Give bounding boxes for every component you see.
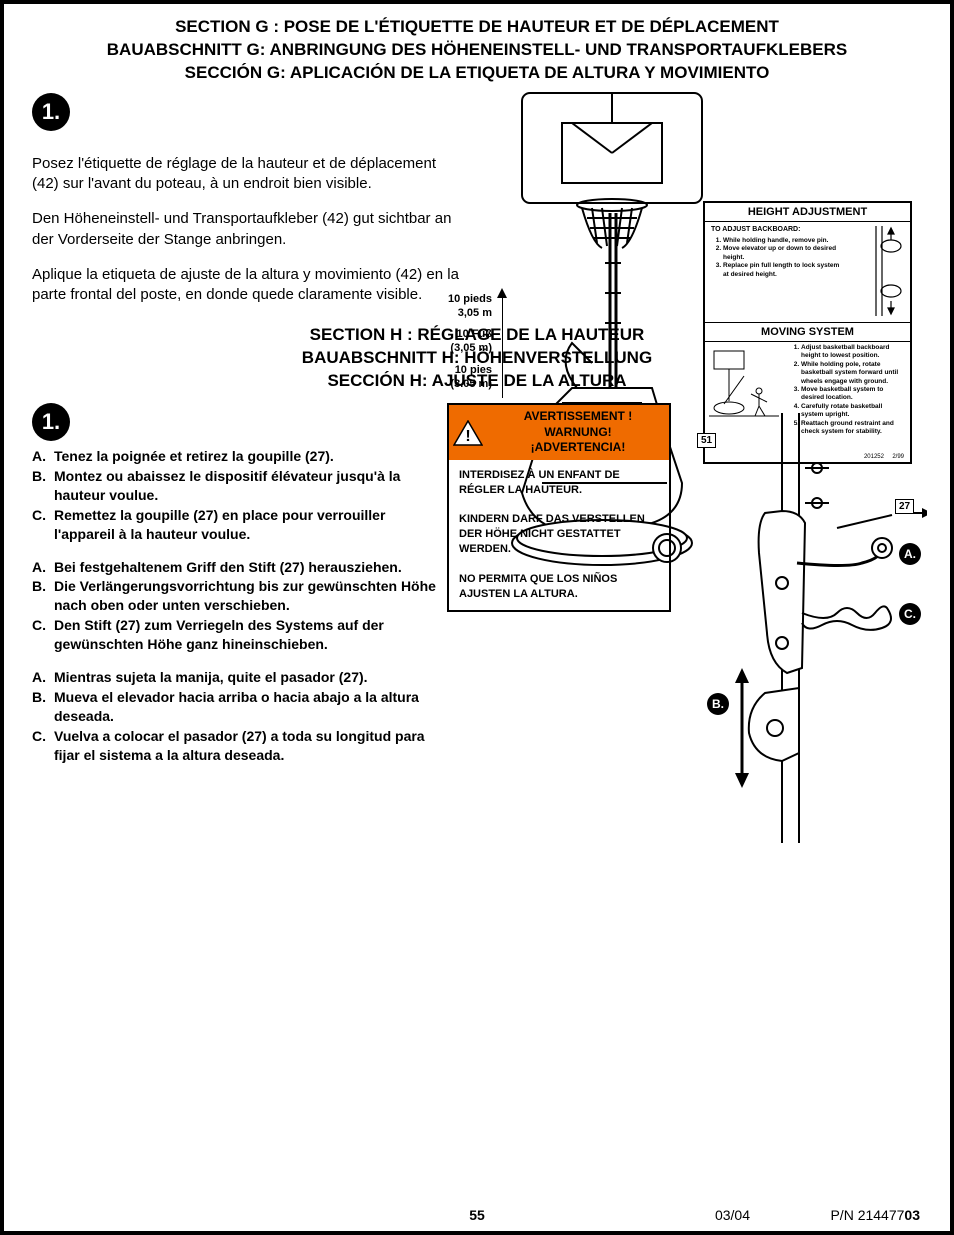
section-g-text: 1. Posez l'étiquette de réglage de la ha… [32, 93, 462, 321]
height-de-2: (3,05 m) [422, 342, 492, 356]
warning-body-es: NO PERMITA QUE LOS NIÑOS AJUSTEN LA ALTU… [459, 572, 659, 602]
es-c: Vuelva a colocar el pasador (27) a toda … [54, 727, 447, 765]
section-h-text: 1. A.Tenez la poignée et retirez la goup… [32, 403, 447, 778]
section-h-right: ! AVERTISSEMENT ! WARNUNG! ¡ADVERTENCIA!… [447, 403, 922, 778]
es-b: Mueva el elevador hacia arriba o hacia a… [54, 688, 447, 726]
height-de-1: 10 Fuß [422, 328, 492, 342]
label-step: While holding pole, rotate basketball sy… [801, 361, 904, 386]
label-step: Move elevator up or down to desired heig… [723, 245, 846, 262]
step-number-badge: 1. [32, 93, 70, 131]
height-es-1: 10 pies [422, 364, 492, 378]
label-step: Replace pin full length to lock system a… [723, 262, 846, 279]
de-b: Die Verlängerungsvorrichtung bis zur gew… [54, 577, 447, 615]
height-fr-2: 3,05 m [422, 307, 492, 321]
section-g-para-de: Den Höheneinstell- und Transportaufklebe… [32, 209, 462, 250]
manual-page: SECTION G : POSE DE L'ÉTIQUETTE DE HAUTE… [0, 0, 954, 1235]
de-c: Den Stift (27) zum Verriegeln des System… [54, 616, 447, 654]
instructions-es: A.Mientras sujeta la manija, quite el pa… [32, 668, 447, 764]
de-a: Bei festgehaltenem Griff den Stift (27) … [54, 558, 402, 577]
warning-body-fr: INTERDISEZ À UN ENFANT DE RÉGLER LA HAUT… [459, 468, 659, 498]
section-h-body: 1. A.Tenez la poignée et retirez la goup… [4, 403, 950, 778]
section-g-title-es: SECCIÓN G: APLICACIÓN DE LA ETIQUETA DE … [24, 62, 930, 85]
height-fr-1: 10 pieds [422, 293, 492, 307]
part-27-callout: 27 [895, 499, 914, 514]
svg-text:!: ! [465, 428, 470, 445]
warning-head-es: ¡ADVERTENCIA! [491, 440, 665, 456]
label-step: While holding handle, remove pin. [723, 237, 846, 245]
page-number: 55 [469, 1207, 485, 1223]
fr-c: Remettez la goupille (27) en place pour … [54, 506, 447, 544]
warning-head-de: WARNUNG! [491, 425, 665, 441]
label-sub-1: TO ADJUST BACKBOARD: [705, 222, 852, 235]
height-arrow-line [502, 293, 503, 398]
footer-date: 03/04 [715, 1207, 750, 1223]
section-g-body: 1. Posez l'étiquette de réglage de la ha… [4, 93, 950, 321]
es-a: Mientras sujeta la manija, quite el pasa… [54, 668, 368, 687]
label-step: Adjust basketball backboard height to lo… [801, 344, 904, 361]
badge-a: A. [899, 543, 921, 565]
page-footer: 55 03/04 P/N 21447703 [4, 1207, 950, 1227]
instructions-de: A.Bei festgehaltenem Griff den Stift (27… [32, 558, 447, 654]
badge-b: B. [707, 693, 729, 715]
warning-head-fr: AVERTISSEMENT ! [491, 409, 665, 425]
height-arrow-head [497, 288, 507, 298]
section-g-para-fr: Posez l'étiquette de réglage de la haute… [32, 154, 462, 195]
instructions-fr: A.Tenez la poignée et retirez la goupill… [32, 447, 447, 543]
label-steps-1: While holding handle, remove pin. Move e… [723, 237, 846, 279]
warning-header: ! AVERTISSEMENT ! WARNUNG! ¡ADVERTENCIA! [449, 405, 669, 460]
part-number: P/N 21447703 [830, 1207, 920, 1223]
warning-body: INTERDISEZ À UN ENFANT DE RÉGLER LA HAUT… [449, 460, 669, 610]
fr-a: Tenez la poignée et retirez la goupille … [54, 447, 334, 466]
warning-icon: ! [453, 420, 483, 446]
label-height-title: HEIGHT ADJUSTMENT [705, 203, 910, 222]
section-g-title-de: BAUABSCHNITT G: ANBRINGUNG DES HÖHENEINS… [24, 39, 930, 62]
label-moving-title: MOVING SYSTEM [705, 323, 910, 342]
section-g-header: SECTION G : POSE DE L'ÉTIQUETTE DE HAUTE… [4, 4, 950, 93]
badge-c: C. [899, 603, 921, 625]
step-number-badge: 1. [32, 403, 70, 441]
height-es-2: (3.05 m) [422, 378, 492, 392]
fr-b: Montez ou abaissez le dispositif élévate… [54, 467, 447, 505]
mechanism-illustration [687, 413, 927, 853]
label-step: Move basketball system to desired locati… [801, 386, 904, 403]
warning-body-de: KINDERN DARF DAS VERSTELLEN DER HÖHE NIC… [459, 512, 659, 557]
section-g-para-es: Aplique la etiqueta de ajuste de la altu… [32, 265, 462, 306]
part-51-callout: 51 [697, 433, 716, 448]
warning-box: ! AVERTISSEMENT ! WARNUNG! ¡ADVERTENCIA!… [447, 403, 671, 611]
section-g-diagram: 10 pieds 3,05 m 10 Fuß (3,05 m) 10 pies … [462, 93, 922, 321]
section-g-title-fr: SECTION G : POSE DE L'ÉTIQUETTE DE HAUTE… [24, 16, 930, 39]
label-mini-diagram-1 [856, 226, 906, 316]
height-labels: 10 pieds 3,05 m 10 Fuß (3,05 m) 10 pies … [422, 293, 492, 392]
